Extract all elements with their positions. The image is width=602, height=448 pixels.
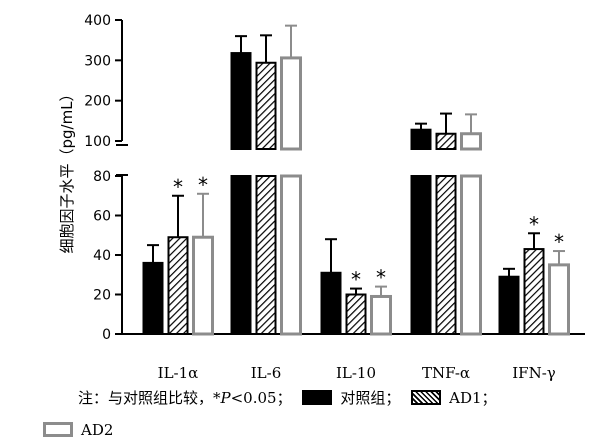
significance-star: * — [351, 268, 361, 292]
y-tick-label: 60 — [93, 209, 111, 225]
bar-3-2-upper — [460, 132, 482, 151]
x-tick-label: IL-6 — [251, 364, 282, 382]
bar-2-0 — [320, 271, 342, 335]
bar-4-1 — [523, 248, 545, 335]
bar-1-2-lower — [280, 174, 302, 336]
x-tick-label: IFN-γ — [512, 364, 556, 382]
x-tick-label: IL-1α — [158, 364, 199, 382]
bar-3-0-upper — [410, 128, 432, 150]
bar-1-0-upper — [230, 52, 252, 150]
note-p-threshold: <0.05； — [230, 389, 292, 407]
bar-0-2 — [192, 235, 214, 336]
significance-star: * — [376, 266, 386, 290]
y-tick-label: 40 — [93, 248, 111, 264]
x-tick-label: IL-10 — [336, 364, 376, 382]
footnote: 注：与对照组比较，*P<0.05； 对照组； AD1； — [78, 388, 497, 408]
legend-label-ad1: AD1； — [449, 389, 497, 407]
y-tick-label: 400 — [84, 13, 111, 29]
bar-1-1-upper — [255, 61, 277, 150]
note-p-symbol: *P — [213, 389, 231, 407]
bar-1-0-lower — [230, 175, 252, 335]
bar-1-2-upper — [280, 56, 302, 151]
bar-4-2 — [548, 263, 570, 336]
y-axis-label: 细胞因子水平（pg/mL） — [58, 86, 76, 253]
bar-0-0 — [142, 261, 164, 335]
bar-0-1 — [167, 236, 189, 336]
note-prefix: 注：与对照组比较， — [78, 389, 214, 407]
y-tick-label: 100 — [84, 134, 111, 150]
labels: 0 20 40 60 80 100 200 300 400 IL-1α IL-6 IL-10 TNF-α… — [84, 13, 564, 382]
bars — [142, 24, 570, 336]
bar-3-0-lower — [410, 175, 432, 335]
y-tick-label: 0 — [102, 327, 111, 343]
y-tick-label: 300 — [84, 53, 111, 69]
y-tick-label: 80 — [93, 169, 111, 185]
bar-2-2 — [370, 294, 392, 336]
significance-star: * — [529, 212, 539, 236]
legend-swatch-ad1 — [411, 390, 442, 405]
bar-2-1 — [345, 293, 367, 335]
significance-star: * — [554, 230, 564, 254]
bar-1-1-lower — [255, 175, 277, 335]
x-tick-label: TNF-α — [422, 364, 470, 382]
legend-label-control: 对照组； — [340, 389, 401, 407]
significance-star: * — [198, 173, 208, 197]
footnote-line-2: AD2 — [43, 420, 113, 440]
legend-label-ad2: AD2 — [81, 421, 114, 439]
significance-star: * — [173, 175, 183, 199]
bar-3-2-lower — [460, 174, 482, 336]
y-tick-label: 20 — [93, 288, 111, 304]
bar-3-1-upper — [435, 132, 457, 151]
bar-4-0 — [498, 275, 520, 336]
legend-swatch-ad2 — [43, 422, 73, 437]
legend-swatch-control — [302, 390, 333, 405]
bar-3-1-lower — [435, 175, 457, 335]
y-tick-label: 200 — [84, 94, 111, 110]
